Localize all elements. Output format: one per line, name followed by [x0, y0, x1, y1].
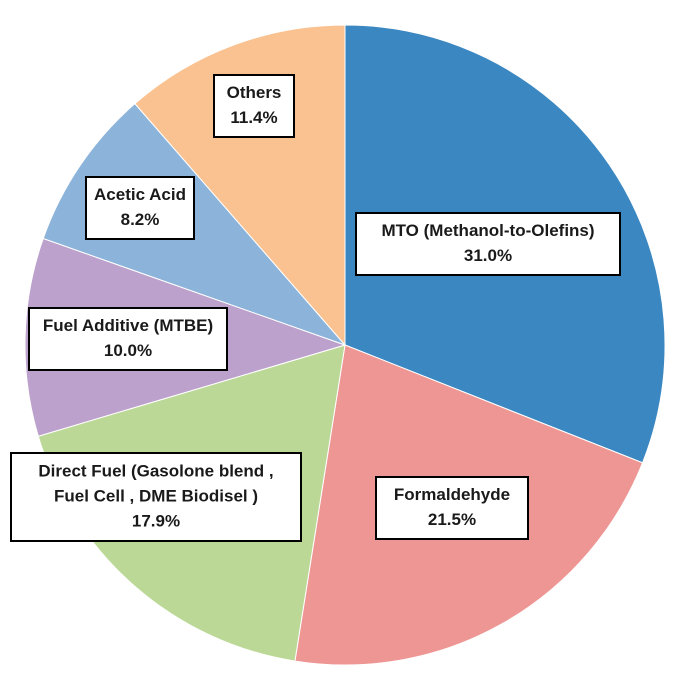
data-label-value: 8.2%	[121, 210, 160, 229]
labels-layer: MTO (Methanol-to-Olefins) 31.0% Formaldehy…	[10, 74, 621, 542]
data-label-category: MTO (Methanol-to-Olefins)	[381, 221, 594, 240]
data-label-others: Others 11.4%	[213, 74, 295, 138]
data-label-value: 17.9%	[132, 511, 180, 530]
data-label-category: Formaldehyde	[394, 485, 510, 504]
data-label-value: 10.0%	[104, 341, 152, 360]
data-label-box	[375, 476, 529, 540]
data-label-box	[10, 452, 302, 542]
data-label-category: Fuel Cell , DME Biodisel )	[54, 486, 258, 505]
data-label-category: Others	[227, 83, 282, 102]
data-label-acetic-acid: Acetic Acid 8.2%	[85, 176, 195, 240]
data-label-mto-methanol-to-olefins: MTO (Methanol-to-Olefins) 31.0%	[355, 212, 621, 276]
data-label-category: Fuel Additive (MTBE)	[43, 316, 213, 335]
data-label-category: Direct Fuel (Gasolone blend ,	[38, 461, 273, 480]
data-label-box	[85, 176, 195, 240]
data-label-box	[213, 74, 295, 138]
data-label-direct-fuel-gasolone-blend-fuel-cell-dme-biodisel: Direct Fuel (Gasolone blend , Fuel Cell ,…	[10, 452, 302, 542]
data-label-value: 21.5%	[428, 510, 476, 529]
data-label-value: 11.4%	[230, 108, 277, 127]
data-label-category: Acetic Acid	[94, 185, 186, 204]
data-label-fuel-additive-mtbe: Fuel Additive (MTBE) 10.0%	[28, 307, 228, 371]
data-label-value: 31.0%	[464, 246, 512, 265]
data-label-box	[355, 212, 621, 276]
data-label-box	[28, 307, 228, 371]
data-label-formaldehyde: Formaldehyde 21.5%	[375, 476, 529, 540]
